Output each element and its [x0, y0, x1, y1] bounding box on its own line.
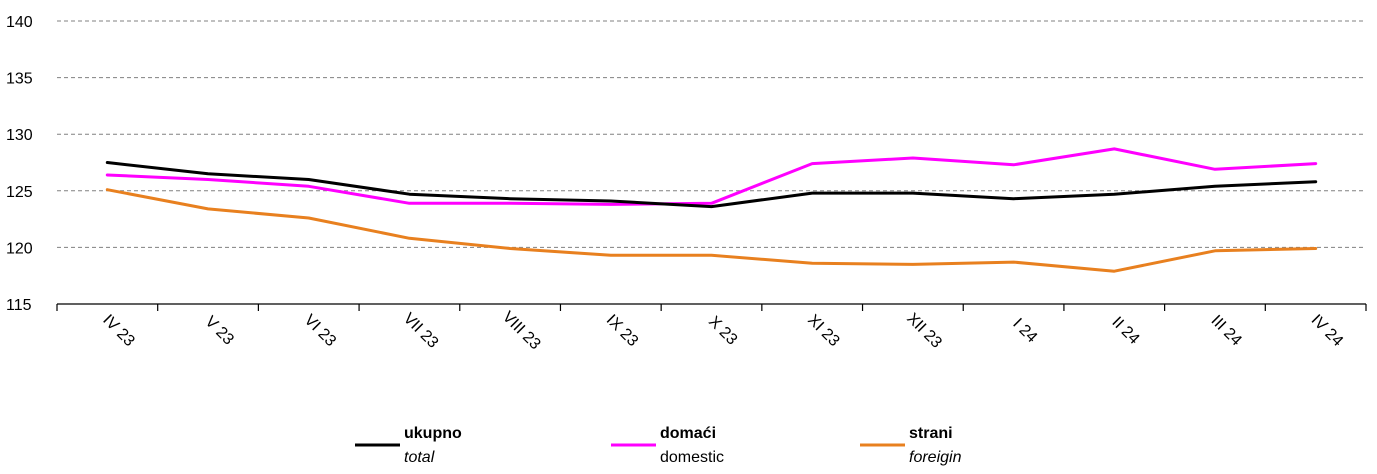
x-tick-label: II 24 [1108, 314, 1142, 348]
series-lines [105, 147, 1318, 273]
y-tick-label: 125 [6, 184, 33, 201]
x-tick-label: III 24 [1208, 312, 1245, 349]
x-tick-label: VIII 23 [499, 308, 544, 353]
x-tick-label: VI 23 [301, 312, 340, 351]
x-tick-label: IX 23 [603, 312, 642, 351]
legend-sublabel-total: total [404, 449, 435, 466]
legend-label-domestic: domaći [660, 425, 716, 442]
x-tick-label: IV 23 [99, 312, 138, 351]
x-tick-label: XI 23 [804, 312, 843, 351]
x-tick-label: VII 23 [400, 310, 442, 352]
x-tick-label: I 24 [1009, 315, 1040, 346]
series-line-total [105, 161, 1318, 209]
y-tick-label: 115 [6, 297, 32, 314]
y-tick-label: 140 [6, 14, 33, 31]
x-tick-label: IV 24 [1308, 312, 1347, 351]
gridlines [57, 20, 1366, 248]
x-tick-label: X 23 [705, 313, 740, 348]
y-tick-label: 130 [6, 127, 33, 144]
legend-label-total: ukupno [404, 425, 462, 442]
legend-sublabel-domestic: domestic [660, 449, 724, 466]
y-tick-label: 120 [6, 240, 33, 257]
series-line-foreign [105, 188, 1318, 273]
x-tick-label: V 23 [202, 313, 237, 348]
legend-sublabel-foreign: foreigin [909, 449, 962, 466]
legend-label-foreign: strani [909, 425, 953, 442]
axes: 115 120 125 130 135 140 IV 23 V 23 VI 23 VII 23 VI… [6, 14, 1367, 353]
x-tick-label: XII 23 [903, 310, 945, 352]
legend: ukupno total domaći domestic strani foreigin [355, 425, 962, 466]
y-tick-label: 135 [6, 71, 33, 88]
series-line-domestic [105, 147, 1318, 206]
